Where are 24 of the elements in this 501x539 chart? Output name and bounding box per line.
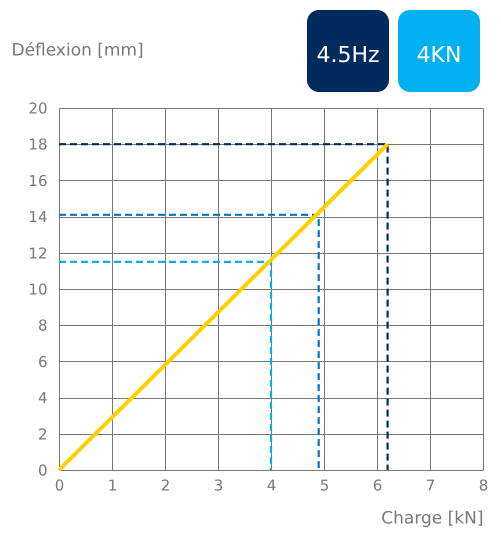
text: 4KN: [416, 43, 462, 68]
y-tick-label: 0: [38, 462, 48, 480]
y-tick-label: 18: [28, 136, 48, 154]
x-tick-label: 3: [214, 476, 224, 494]
y-tick-label: 16: [28, 172, 48, 190]
y-tick-label: 20: [28, 100, 48, 118]
y-tick-label: 4: [38, 389, 48, 408]
y-tick-label: 6: [38, 352, 48, 371]
text: 4.5Hz: [316, 43, 380, 68]
y-tick-label: 2: [38, 425, 48, 444]
x-tick-label: 6: [372, 476, 382, 494]
y-tick-label: 12: [28, 244, 48, 262]
x-tick-label: 5: [320, 476, 330, 494]
y-tick-label: 10: [28, 280, 48, 298]
x-tick-label: 0: [54, 476, 64, 494]
x-tick-label: 7: [426, 476, 436, 494]
x-tick-label: 4: [266, 476, 276, 494]
y-tick-label: 14: [28, 208, 48, 226]
y-tick-label: 8: [38, 316, 48, 335]
y-axis-title: Déflexion [mm]: [12, 40, 144, 60]
x-axis-title: Charge [kN]: [381, 508, 484, 528]
x-tick-label: 2: [160, 476, 170, 494]
x-tick-label: 8: [478, 476, 488, 494]
x-tick-label: 1: [108, 476, 118, 494]
